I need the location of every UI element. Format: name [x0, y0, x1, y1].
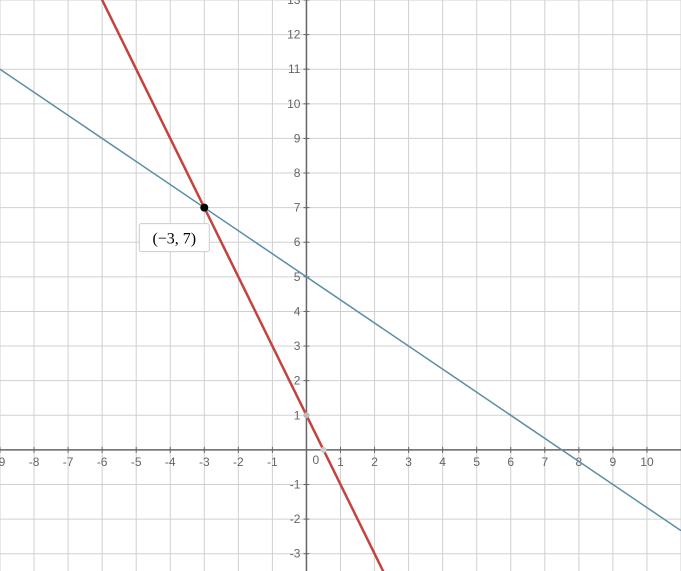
tick-label-x: 3 [405, 455, 412, 469]
tick-label-y: -3 [290, 547, 301, 561]
tick-label-y: 13 [287, 0, 301, 7]
marker-point [303, 412, 309, 418]
tick-label-x: -7 [63, 455, 74, 469]
tick-label-x: -9 [0, 455, 6, 469]
chart-svg: -9-8-7-6-5-4-3-2-1012345678910-3-2-11234… [0, 0, 681, 571]
intersection-point [200, 204, 208, 212]
tick-label-x: -2 [233, 455, 244, 469]
tick-label-y: -1 [290, 477, 301, 491]
tick-label-y: 2 [294, 374, 301, 388]
tick-label-y: 4 [294, 304, 301, 318]
tick-label-y: 10 [287, 97, 301, 111]
tick-label-y: 7 [294, 201, 301, 215]
tick-label-x: 5 [473, 455, 480, 469]
tick-label-y: 6 [294, 235, 301, 249]
tick-label-x: -3 [199, 455, 210, 469]
tick-label-x: 7 [541, 455, 548, 469]
coordinate-chart: -9-8-7-6-5-4-3-2-1012345678910-3-2-11234… [0, 0, 681, 571]
tick-label-x: -4 [165, 455, 176, 469]
tick-label-x: 2 [371, 455, 378, 469]
tick-label-x: 9 [610, 455, 617, 469]
tick-label-x: -5 [131, 455, 142, 469]
tick-label-y: 12 [287, 28, 301, 42]
tick-label-x: 10 [640, 455, 654, 469]
tick-label-x: 4 [439, 455, 446, 469]
tick-label-x: -6 [97, 455, 108, 469]
tick-label-y: 11 [288, 62, 301, 76]
tick-label-y: 3 [294, 339, 301, 353]
point-label-text: (−3, 7) [152, 231, 196, 248]
tick-label-y: 8 [294, 166, 301, 180]
tick-label-y: 1 [294, 408, 301, 422]
tick-label-x: 0 [312, 453, 319, 467]
tick-label-y: -2 [290, 512, 301, 526]
tick-label-x: -8 [29, 455, 40, 469]
marker-point [320, 447, 326, 453]
tick-label-x: 6 [507, 455, 514, 469]
tick-label-x: 1 [337, 455, 344, 469]
tick-label-x: -1 [267, 455, 278, 469]
tick-label-y: 9 [294, 131, 301, 145]
